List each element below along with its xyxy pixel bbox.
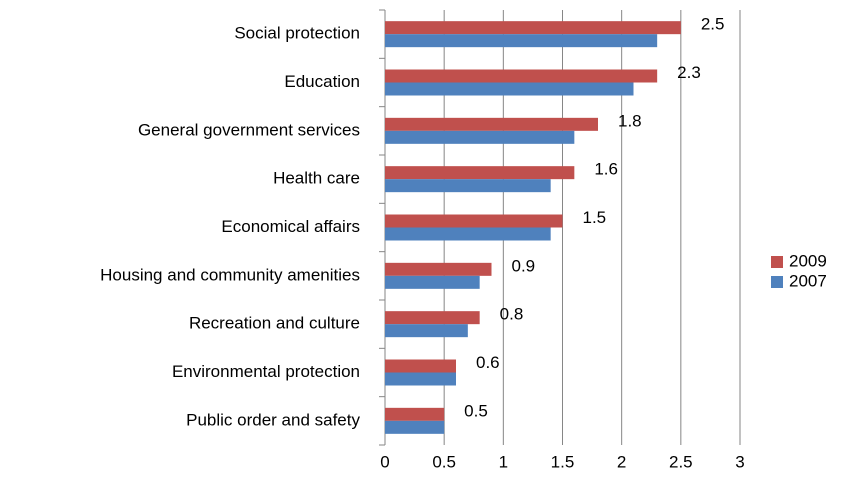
legend-swatch [771, 276, 783, 288]
bar [385, 359, 456, 373]
x-tick-label: 0.5 [432, 452, 456, 471]
legend-label: 2007 [789, 271, 827, 290]
data-label: 0.8 [500, 305, 524, 324]
x-tick-label: 3 [735, 452, 744, 471]
data-label: 0.9 [512, 256, 536, 275]
data-label: 1.8 [618, 111, 642, 130]
data-label: 1.5 [583, 208, 607, 227]
data-label: 1.6 [594, 160, 618, 179]
bar [385, 275, 480, 289]
bar [385, 166, 575, 180]
bar [385, 420, 445, 434]
bar [385, 117, 598, 131]
bar [385, 372, 456, 386]
data-label: 2.5 [701, 15, 725, 34]
legend-label: 2009 [789, 251, 827, 270]
bar [385, 227, 551, 241]
y-tick-label: Housing and community amenities [100, 265, 360, 284]
bar [385, 69, 658, 83]
y-tick-label: Public order and safety [186, 410, 360, 429]
bar [385, 262, 492, 276]
y-tick-label: Recreation and culture [189, 314, 360, 333]
bar [385, 130, 575, 144]
bar [385, 324, 468, 338]
data-label: 2.3 [677, 63, 701, 82]
bar [385, 311, 480, 325]
y-tick-label: Health care [273, 169, 360, 188]
y-tick-label: Education [284, 72, 360, 91]
bar [385, 21, 681, 35]
y-tick-label: Economical affairs [221, 217, 360, 236]
legend-swatch [771, 256, 783, 268]
y-tick-label: Social protection [234, 24, 360, 43]
x-tick-label: 2 [617, 452, 626, 471]
data-label: 0.5 [464, 401, 488, 420]
bar [385, 82, 634, 96]
y-tick-label: General government services [138, 120, 360, 139]
bar [385, 34, 658, 48]
bar [385, 407, 445, 421]
x-tick-label: 2.5 [669, 452, 693, 471]
x-tick-label: 1.5 [551, 452, 575, 471]
y-tick-label: Environmental protection [172, 362, 360, 381]
bar [385, 179, 551, 193]
data-label: 0.6 [476, 353, 500, 372]
x-tick-label: 0 [380, 452, 389, 471]
x-tick-label: 1 [499, 452, 508, 471]
bar [385, 214, 563, 228]
